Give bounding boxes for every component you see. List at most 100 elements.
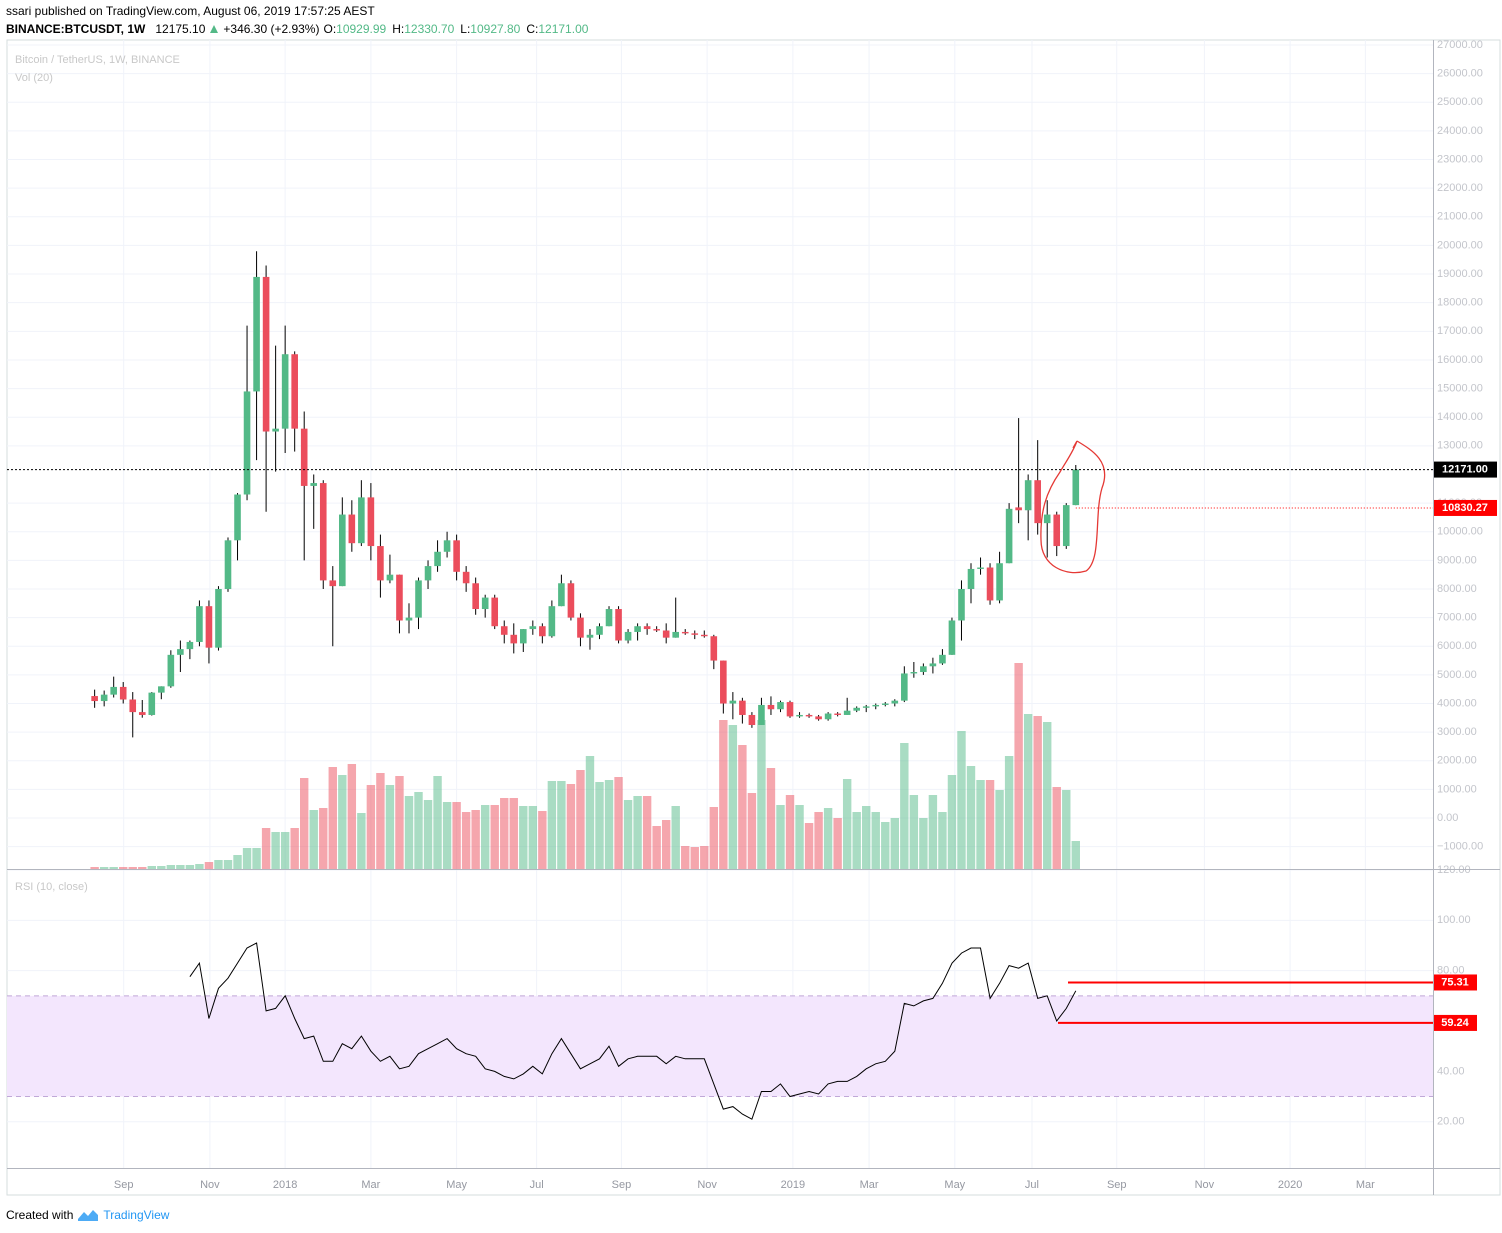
rsi-line	[189, 942, 1077, 1120]
published: ssari published on TradingView.com, Augu…	[6, 4, 375, 18]
volume-bar	[671, 806, 680, 869]
volume-bar	[1033, 716, 1042, 869]
candle-body	[100, 694, 108, 702]
candle-body	[377, 546, 384, 581]
volume-bar	[852, 812, 861, 869]
candle-body	[424, 566, 432, 581]
x-tick-label: Nov	[200, 1179, 220, 1191]
candle-body	[710, 636, 718, 661]
volume-bar	[528, 806, 538, 869]
y-tick-label: 7000.00	[1437, 612, 1477, 624]
volume-bar	[509, 798, 518, 869]
candle-body	[834, 713, 841, 715]
pane-title: Bitcoin / TetherUS, 1W, BINANCE	[15, 54, 180, 66]
rsi-tick-label: 20.00	[1437, 1116, 1465, 1128]
candle-body	[472, 583, 479, 610]
candle-body	[596, 626, 603, 635]
candle-body	[119, 686, 127, 700]
volume-bar	[576, 770, 585, 869]
volume-bar	[338, 775, 347, 869]
y-tick-label: 0.00	[1437, 812, 1458, 824]
volume-bar	[538, 811, 547, 869]
volume-bar	[862, 806, 871, 869]
volume-bar	[776, 805, 785, 869]
candle-body	[805, 714, 813, 717]
volume-title: Vol (20)	[15, 72, 53, 84]
volume-bar	[757, 720, 766, 869]
candle-body	[539, 626, 546, 637]
volume-bar	[166, 865, 176, 869]
y-tick-label: −1000.00	[1437, 841, 1483, 853]
candle-body	[634, 626, 641, 632]
volume-bar	[604, 780, 614, 869]
volume-bar	[642, 796, 652, 869]
candle-body	[234, 494, 241, 541]
change: +346.30 (+2.93%)	[223, 22, 320, 36]
y-tick-label: 24000.00	[1437, 125, 1483, 137]
footer-text: Created with	[6, 1208, 74, 1222]
volume-bar	[461, 812, 471, 869]
y-tick-label: 25000.00	[1437, 96, 1483, 108]
rsi-level-label: 75.31	[1441, 976, 1469, 988]
volume-bar	[614, 777, 623, 869]
volume-bar	[185, 865, 195, 869]
volume-bar	[109, 867, 118, 869]
brand[interactable]: TradingView	[103, 1208, 170, 1222]
volume-bar	[700, 846, 709, 869]
symbol-line: BINANCE:BTCUSDT, 1W 12175.10 +346.30 (+2…	[6, 22, 588, 36]
volume-bar	[728, 725, 738, 869]
volume-bar	[976, 780, 985, 869]
candle-body	[215, 588, 222, 648]
volume-bar	[623, 800, 633, 869]
footer: Created with TradingView	[6, 1208, 169, 1222]
volume-bar	[347, 764, 357, 869]
volume-bar	[871, 812, 880, 869]
volume-bar	[1014, 663, 1023, 869]
volume-bar	[357, 813, 366, 869]
candle-body	[319, 483, 327, 581]
last-price: 12175.10	[155, 22, 206, 36]
candle-body	[939, 654, 946, 664]
candle-body	[691, 633, 699, 635]
volume-bar	[681, 846, 690, 869]
volume-bar	[376, 773, 385, 869]
candle-body	[786, 702, 794, 717]
candle-body	[1024, 480, 1032, 511]
volume-bar	[480, 805, 490, 869]
volume-bar	[747, 793, 757, 869]
candle-body	[253, 276, 260, 392]
volume-bar	[119, 867, 128, 869]
candle-body	[367, 497, 375, 547]
candle-body	[558, 583, 565, 607]
candle-body	[605, 609, 613, 627]
volume-bar	[395, 776, 404, 869]
candle-body	[329, 580, 337, 587]
volume-bar	[157, 866, 166, 869]
candle-body	[901, 673, 908, 701]
candle-body	[1005, 508, 1013, 564]
volume-bar	[233, 855, 242, 869]
candle-body	[615, 609, 622, 641]
candle-body	[481, 597, 489, 610]
candle-body	[281, 354, 289, 429]
volume-bar	[1052, 787, 1061, 869]
candle-body	[148, 692, 156, 715]
ohlc-label: H:	[392, 22, 405, 36]
volume-bar	[490, 805, 499, 869]
volume-bar	[814, 812, 823, 869]
x-tick-label: Mar	[1356, 1179, 1375, 1191]
y-tick-label: 20000.00	[1437, 239, 1483, 251]
candle-body	[138, 712, 146, 715]
volume-bar	[147, 866, 156, 869]
candle-body	[948, 620, 956, 655]
volume-bar	[309, 810, 318, 869]
x-tick-label: May	[446, 1179, 467, 1191]
ohlc-item: H:12330.70	[392, 22, 454, 36]
price-label: 12171.00	[1442, 463, 1488, 475]
candle-body	[910, 672, 918, 674]
candle-body	[862, 706, 870, 708]
volume-bar	[300, 778, 309, 869]
candle-body	[396, 574, 403, 621]
candle-body	[358, 497, 365, 544]
volume-bar	[252, 848, 261, 869]
